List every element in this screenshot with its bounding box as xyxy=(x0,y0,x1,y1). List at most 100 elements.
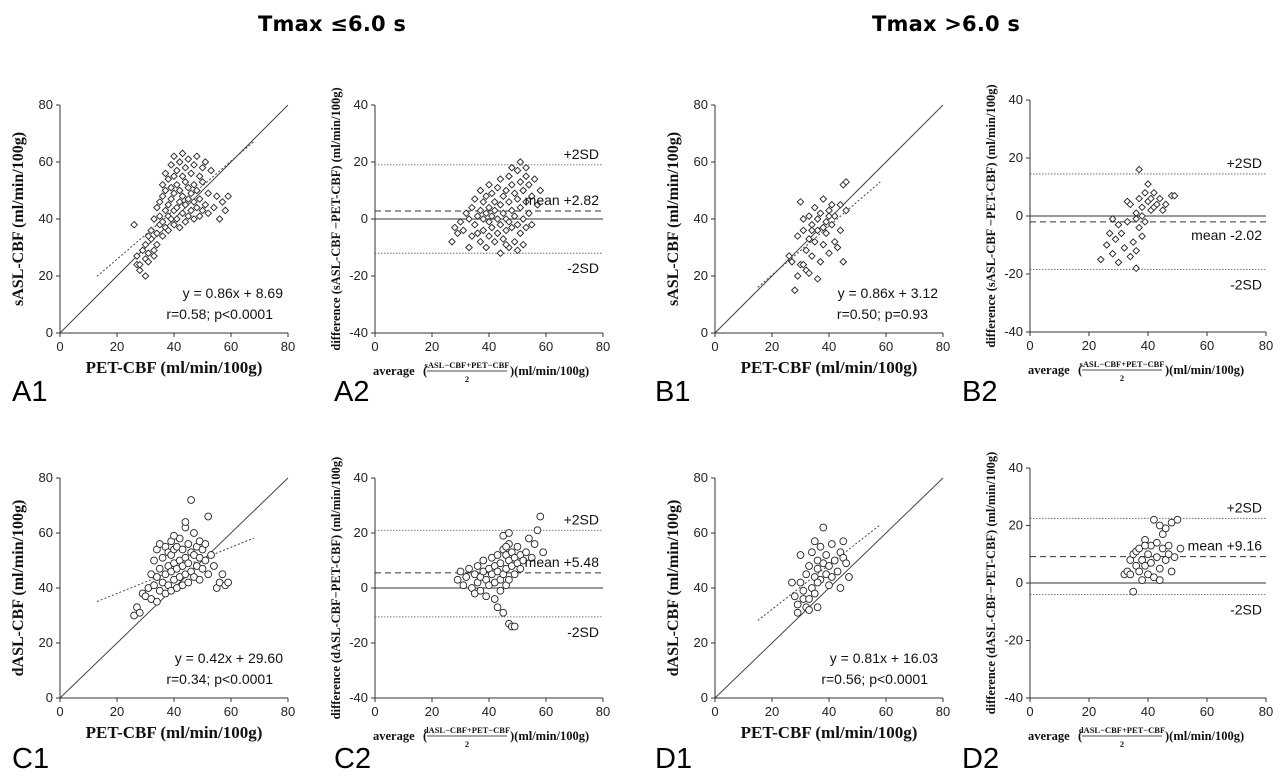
data-point xyxy=(144,232,153,240)
data-point xyxy=(1161,524,1170,533)
y-tick-label: 80 xyxy=(39,470,53,485)
x-tick-label: 60 xyxy=(224,704,238,719)
x-tick-label: 60 xyxy=(539,704,553,719)
data-point xyxy=(519,186,528,195)
data-point xyxy=(153,229,161,238)
data-point xyxy=(530,175,539,183)
data-point xyxy=(799,226,808,235)
data-point xyxy=(533,200,542,209)
data-point xyxy=(842,206,850,215)
x-axis-label-suffix: )(ml/min/100g) xyxy=(510,729,589,743)
data-point xyxy=(822,229,830,238)
data-point xyxy=(813,275,822,283)
data-point xyxy=(1144,180,1152,188)
y-tick-label: 0 xyxy=(1016,208,1023,223)
data-point xyxy=(836,584,845,592)
data-point xyxy=(1150,515,1158,524)
data-point xyxy=(499,192,508,201)
y-tick-label: 0 xyxy=(46,325,53,340)
data-point xyxy=(479,215,488,223)
data-point xyxy=(805,235,813,243)
data-point xyxy=(1129,587,1138,596)
data-point xyxy=(190,180,198,189)
data-point xyxy=(1123,217,1132,226)
y-tick-label: 0 xyxy=(361,211,368,226)
chart-a2: 0 20 40 60 80 -40 -20 0 20 40 +2SD mean +2.82 -2SD av… xyxy=(329,87,610,384)
y-tick-label: 80 xyxy=(39,97,53,112)
data-point xyxy=(1135,194,1143,203)
data-point xyxy=(1135,567,1144,576)
regression-equation: y = 0.81x + 16.03 xyxy=(830,650,938,666)
data-point xyxy=(167,215,175,223)
data-point xyxy=(212,192,221,201)
data-point xyxy=(144,257,153,266)
data-point xyxy=(482,592,491,601)
data-point xyxy=(496,200,505,209)
y-tick-label: 20 xyxy=(354,154,368,169)
correlation-stats: r=0.34; p<0.0001 xyxy=(166,671,273,687)
data-point xyxy=(201,158,210,166)
x-tick-label: 40 xyxy=(1141,704,1155,719)
data-point xyxy=(519,240,528,249)
data-point xyxy=(473,212,482,220)
y-tick-label: 40 xyxy=(39,580,53,595)
data-point xyxy=(796,578,805,587)
data-point xyxy=(201,556,210,565)
sd-lower-label: -2SD xyxy=(1230,277,1262,293)
x-tick-label: 40 xyxy=(482,339,496,354)
y-tick-label: -20 xyxy=(349,635,368,650)
data-point xyxy=(1126,200,1135,209)
mean-label: mean -2.02 xyxy=(1191,227,1262,243)
data-point xyxy=(184,155,193,163)
regression-line xyxy=(96,141,255,277)
data-point xyxy=(510,237,519,246)
x-tick-label: 40 xyxy=(167,704,181,719)
data-point xyxy=(468,232,476,240)
x-tick-label: 80 xyxy=(596,704,610,719)
data-point xyxy=(1155,194,1164,203)
y-tick-label: 0 xyxy=(1016,575,1023,590)
data-point xyxy=(215,215,224,223)
mean-label: mean +9.16 xyxy=(1188,538,1263,554)
data-point xyxy=(828,220,836,229)
data-point xyxy=(496,220,505,229)
data-point xyxy=(1144,550,1152,559)
y-tick-label: 80 xyxy=(694,470,708,485)
chart-d1: 0 20 40 60 80 0 20 40 60 80 y = 0.81x + 16.03 r=0.5… xyxy=(665,470,950,742)
x-tick-label: 80 xyxy=(1259,704,1273,719)
data-point xyxy=(493,603,502,612)
data-point xyxy=(178,149,187,158)
correlation-stats: r=0.58; p<0.0001 xyxy=(166,306,273,322)
y-tick-label: 0 xyxy=(701,325,708,340)
data-point xyxy=(170,172,178,181)
data-point xyxy=(788,578,796,587)
x-tick-label: 40 xyxy=(482,704,496,719)
data-point xyxy=(195,212,204,220)
data-point xyxy=(822,218,830,226)
data-point xyxy=(1126,252,1135,261)
data-point xyxy=(459,226,468,235)
data-point xyxy=(167,195,175,203)
data-point xyxy=(1141,188,1149,197)
y-tick-label: -40 xyxy=(349,325,368,340)
y-tick-label: 20 xyxy=(694,268,708,283)
x-tick-label: 80 xyxy=(936,704,950,719)
y-tick-label: 60 xyxy=(39,154,53,169)
y-tick-label: 20 xyxy=(1009,518,1023,533)
data-point xyxy=(1108,249,1117,258)
data-point xyxy=(1155,564,1164,573)
data-point xyxy=(496,249,505,258)
data-point xyxy=(479,556,488,565)
panel-label-b1: B1 xyxy=(655,376,691,408)
panel-label-a2: A2 xyxy=(334,376,370,408)
chart-d2: 0 20 40 60 80 -40 -20 0 20 40 +2SD mean +9.16 -2SD av… xyxy=(984,452,1273,749)
data-point xyxy=(513,542,522,551)
data-point xyxy=(192,203,201,212)
panel-label-c2: C2 xyxy=(334,743,372,775)
y-tick-label: -20 xyxy=(1004,266,1023,281)
x-tick-label: 60 xyxy=(879,339,893,354)
data-point xyxy=(187,189,195,198)
data-point xyxy=(493,183,502,192)
panel-label-d2: D2 xyxy=(962,743,1000,775)
data-point xyxy=(479,226,488,235)
